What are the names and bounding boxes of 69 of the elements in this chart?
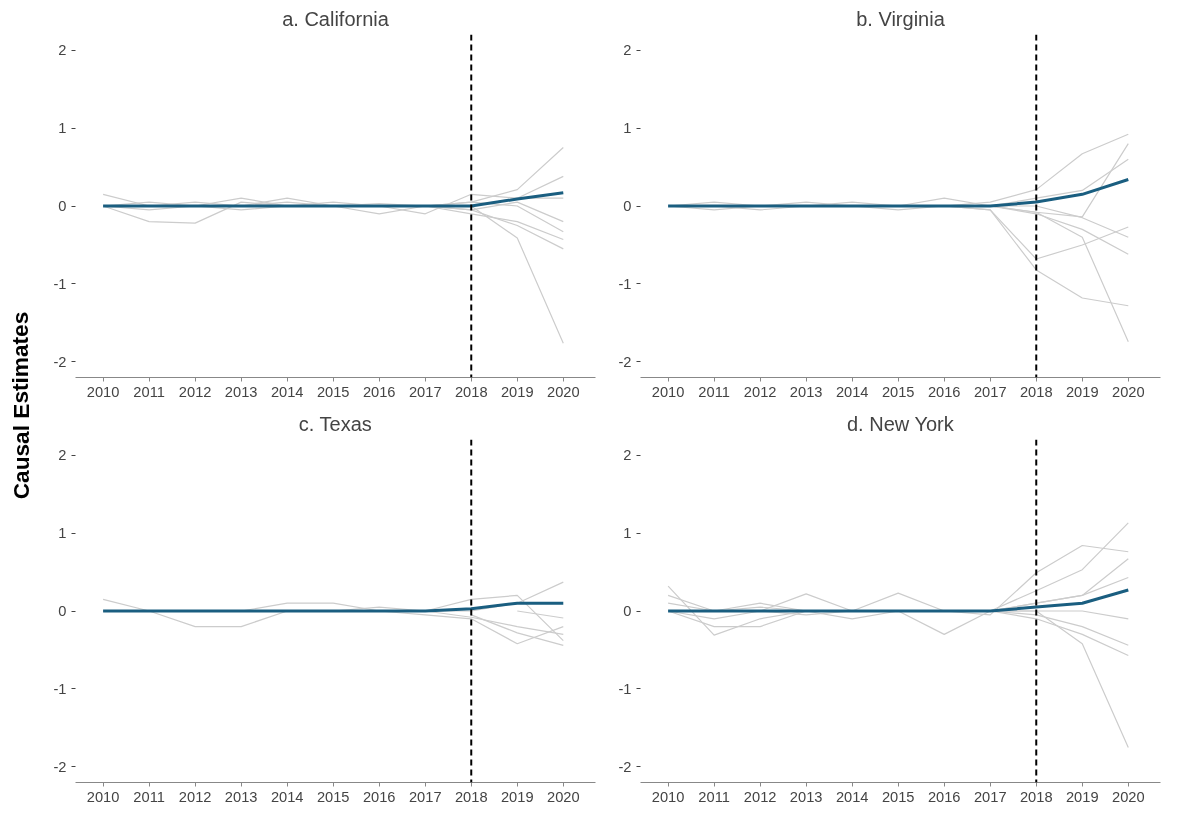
y-tick-label: 1 (623, 120, 632, 137)
x-tick-label: 2014 (270, 383, 304, 400)
x-tick-label: 2011 (133, 788, 165, 805)
y-tick-label: 2 (623, 42, 632, 59)
chart-title: d. New York (846, 412, 955, 435)
y-tick-label: -2 (618, 758, 632, 775)
y-tick-label: 0 (58, 603, 67, 619)
x-tick-label: 2015 (316, 788, 350, 805)
x-tick-label: 2012 (743, 383, 777, 400)
x-tick-label: 2014 (835, 788, 869, 805)
y-tick-label: -2 (618, 353, 632, 370)
x-tick-label: 2020 (1111, 383, 1145, 400)
x-tick-label: 2020 (546, 788, 580, 805)
x-tick-label: 2019 (1065, 788, 1099, 805)
y-tick-label: -2 (53, 758, 67, 775)
x-tick-label: 2011 (698, 788, 730, 805)
x-tick-label: 2020 (546, 383, 580, 400)
x-tick-label: 2010 (651, 383, 685, 400)
x-tick-label: 2010 (86, 788, 120, 805)
x-tick-label: 2011 (698, 383, 730, 400)
x-tick-label: 2010 (651, 788, 685, 805)
x-tick-label: 2018 (1019, 788, 1053, 805)
x-tick-label: 2017 (408, 383, 442, 400)
y-tick-label: 1 (623, 525, 632, 542)
x-tick-label: 2013 (789, 383, 823, 400)
x-tick-label: 2015 (881, 788, 915, 805)
y-tick-label: -1 (53, 680, 67, 697)
y-tick-label: 2 (58, 42, 67, 59)
x-tick-label: 2010 (86, 383, 120, 400)
y-tick-label: 0 (623, 198, 632, 214)
x-tick-label: 2012 (178, 788, 212, 805)
x-tick-label: 2018 (1019, 383, 1053, 400)
y-tick-label: 2 (623, 447, 632, 464)
y-tick-label: -2 (53, 353, 67, 370)
y-tick-label: -1 (53, 275, 67, 292)
x-tick-label: 2017 (973, 788, 1007, 805)
x-tick-label: 2020 (1111, 788, 1145, 805)
y-tick-label: -1 (618, 680, 632, 697)
x-tick-label: 2013 (789, 788, 823, 805)
y-tick-label: 1 (58, 120, 67, 137)
x-tick-label: 2014 (835, 383, 869, 400)
y-tick-label: 0 (623, 603, 632, 619)
x-tick-label: 2016 (362, 383, 396, 400)
x-tick-label: 2018 (454, 788, 488, 805)
x-tick-label: 2011 (133, 383, 165, 400)
y-tick-label: 2 (58, 447, 67, 464)
x-tick-label: 2017 (973, 383, 1007, 400)
x-tick-label: 2012 (743, 788, 777, 805)
chart-title: c. Texas (298, 412, 372, 435)
x-tick-label: 2019 (1065, 383, 1099, 400)
x-tick-label: 2019 (500, 788, 534, 805)
x-tick-label: 2014 (270, 788, 304, 805)
x-tick-label: 2018 (454, 383, 488, 400)
x-tick-label: 2013 (224, 383, 258, 400)
y-tick-label: 0 (58, 198, 67, 214)
x-tick-label: 2015 (316, 383, 350, 400)
x-tick-label: 2017 (408, 788, 442, 805)
x-tick-label: 2012 (178, 383, 212, 400)
x-tick-label: 2015 (881, 383, 915, 400)
y-axis-title: Causal Estimates (7, 311, 34, 500)
x-tick-label: 2019 (500, 383, 534, 400)
y-tick-label: -1 (618, 275, 632, 292)
chart-title: a. California (282, 7, 390, 30)
chart-title: b. Virginia (856, 7, 946, 30)
x-tick-label: 2016 (927, 788, 961, 805)
y-tick-label: 1 (58, 525, 67, 542)
x-tick-label: 2013 (224, 788, 258, 805)
x-tick-label: 2016 (362, 788, 396, 805)
x-tick-label: 2016 (927, 383, 961, 400)
